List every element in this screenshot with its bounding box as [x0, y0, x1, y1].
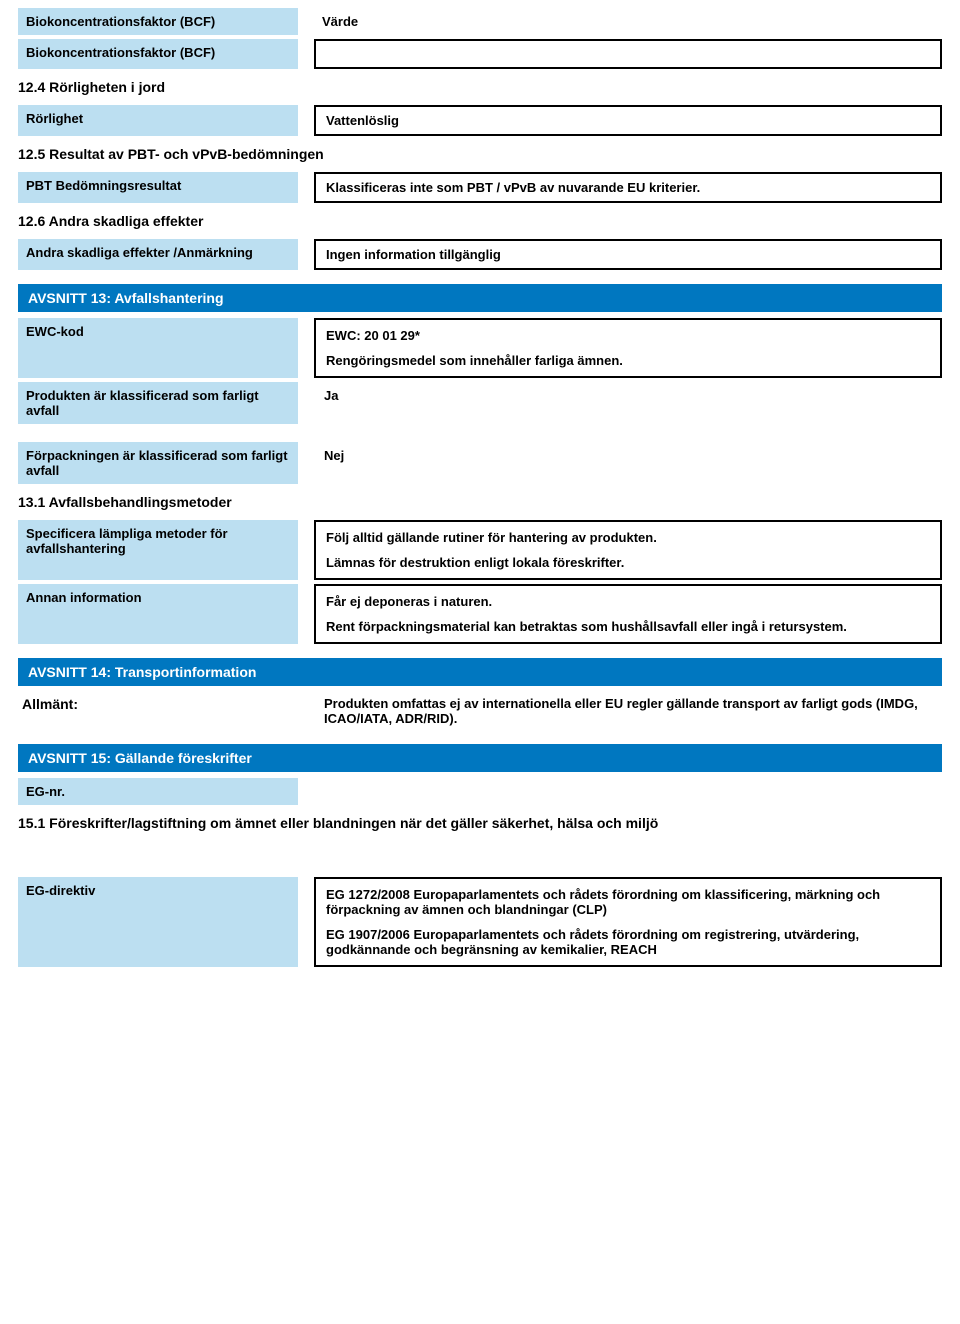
rorlighet-label: Rörlighet	[18, 105, 298, 136]
spec-row: Specificera lämpliga metoder för avfalls…	[18, 520, 942, 580]
sub-15-1: 15.1 Föreskrifter/lagstiftning om ämnet …	[18, 809, 942, 837]
egdir-value: EG 1272/2008 Europaparlamentets och råde…	[314, 877, 942, 967]
bcf-header-label: Biokoncentrationsfaktor (BCF)	[18, 8, 298, 35]
prod-farligt-label: Produkten är klassificerad som farligt a…	[18, 382, 298, 424]
spec-value-2: Lämnas för destruktion enligt lokala för…	[326, 555, 930, 570]
annan-value: Får ej deponeras i naturen. Rent förpack…	[314, 584, 942, 644]
egdir-row: EG-direktiv EG 1272/2008 Europaparlament…	[18, 877, 942, 967]
pbt-value: Klassificeras inte som PBT / vPvB av nuv…	[314, 172, 942, 203]
spec-value-1: Följ alltid gällande rutiner för hanteri…	[326, 530, 930, 545]
ewc-value: EWC: 20 01 29* Rengöringsmedel som inneh…	[314, 318, 942, 378]
ewc-label: EWC-kod	[18, 318, 298, 378]
forpack-value: Nej	[314, 442, 942, 484]
sub-13-1: 13.1 Avfallsbehandlingsmetoder	[18, 488, 942, 516]
section-14: AVSNITT 14: Transportinformation	[18, 658, 942, 686]
rorlighet-row: Rörlighet Vattenlöslig	[18, 105, 942, 136]
andra-label: Andra skadliga effekter /Anmärkning	[18, 239, 298, 270]
pbt-row: PBT Bedömningsresultat Klassificeras int…	[18, 172, 942, 203]
ewc-value-2: Rengöringsmedel som innehåller farliga ä…	[326, 353, 930, 368]
annan-label: Annan information	[18, 584, 298, 644]
egnr-row: EG-nr.	[18, 778, 942, 805]
allmant-row: Allmänt: Produkten omfattas ej av intern…	[18, 692, 942, 730]
allmant-label: Allmänt:	[18, 692, 298, 716]
forpack-row: Förpackningen är klassificerad som farli…	[18, 442, 942, 484]
section-13: AVSNITT 13: Avfallshantering	[18, 284, 942, 312]
annan-value-2: Rent förpackningsmaterial kan betraktas …	[326, 619, 930, 634]
spec-label: Specificera lämpliga metoder för avfalls…	[18, 520, 298, 580]
bcf-row: Biokoncentrationsfaktor (BCF)	[18, 39, 942, 69]
sub-12-5: 12.5 Resultat av PBT- och vPvB-bedömning…	[18, 140, 942, 168]
prod-farligt-row: Produkten är klassificerad som farligt a…	[18, 382, 942, 424]
sub-12-6: 12.6 Andra skadliga effekter	[18, 207, 942, 235]
sub-12-4: 12.4 Rörligheten i jord	[18, 73, 942, 101]
egdir-value-2: EG 1907/2006 Europaparlamentets och råde…	[326, 927, 930, 957]
pbt-label: PBT Bedömningsresultat	[18, 172, 298, 203]
ewc-row: EWC-kod EWC: 20 01 29* Rengöringsmedel s…	[18, 318, 942, 378]
section-15: AVSNITT 15: Gällande föreskrifter	[18, 744, 942, 772]
forpack-label: Förpackningen är klassificerad som farli…	[18, 442, 298, 484]
egdir-label: EG-direktiv	[18, 877, 298, 967]
allmant-value: Produkten omfattas ej av internationella…	[314, 692, 942, 730]
rorlighet-value: Vattenlöslig	[314, 105, 942, 136]
andra-row: Andra skadliga effekter /Anmärkning Inge…	[18, 239, 942, 270]
bcf-header-row: Biokoncentrationsfaktor (BCF) Värde	[18, 8, 942, 35]
annan-value-1: Får ej deponeras i naturen.	[326, 594, 930, 609]
bcf-header-value: Värde	[314, 8, 366, 35]
bcf-value	[314, 39, 942, 69]
ewc-value-1: EWC: 20 01 29*	[326, 328, 930, 343]
egnr-label: EG-nr.	[18, 778, 298, 805]
egdir-value-1: EG 1272/2008 Europaparlamentets och råde…	[326, 887, 930, 917]
andra-value: Ingen information tillgänglig	[314, 239, 942, 270]
spec-value: Följ alltid gällande rutiner för hanteri…	[314, 520, 942, 580]
prod-farligt-value: Ja	[314, 382, 942, 424]
annan-row: Annan information Får ej deponeras i nat…	[18, 584, 942, 644]
bcf-label: Biokoncentrationsfaktor (BCF)	[18, 39, 298, 69]
